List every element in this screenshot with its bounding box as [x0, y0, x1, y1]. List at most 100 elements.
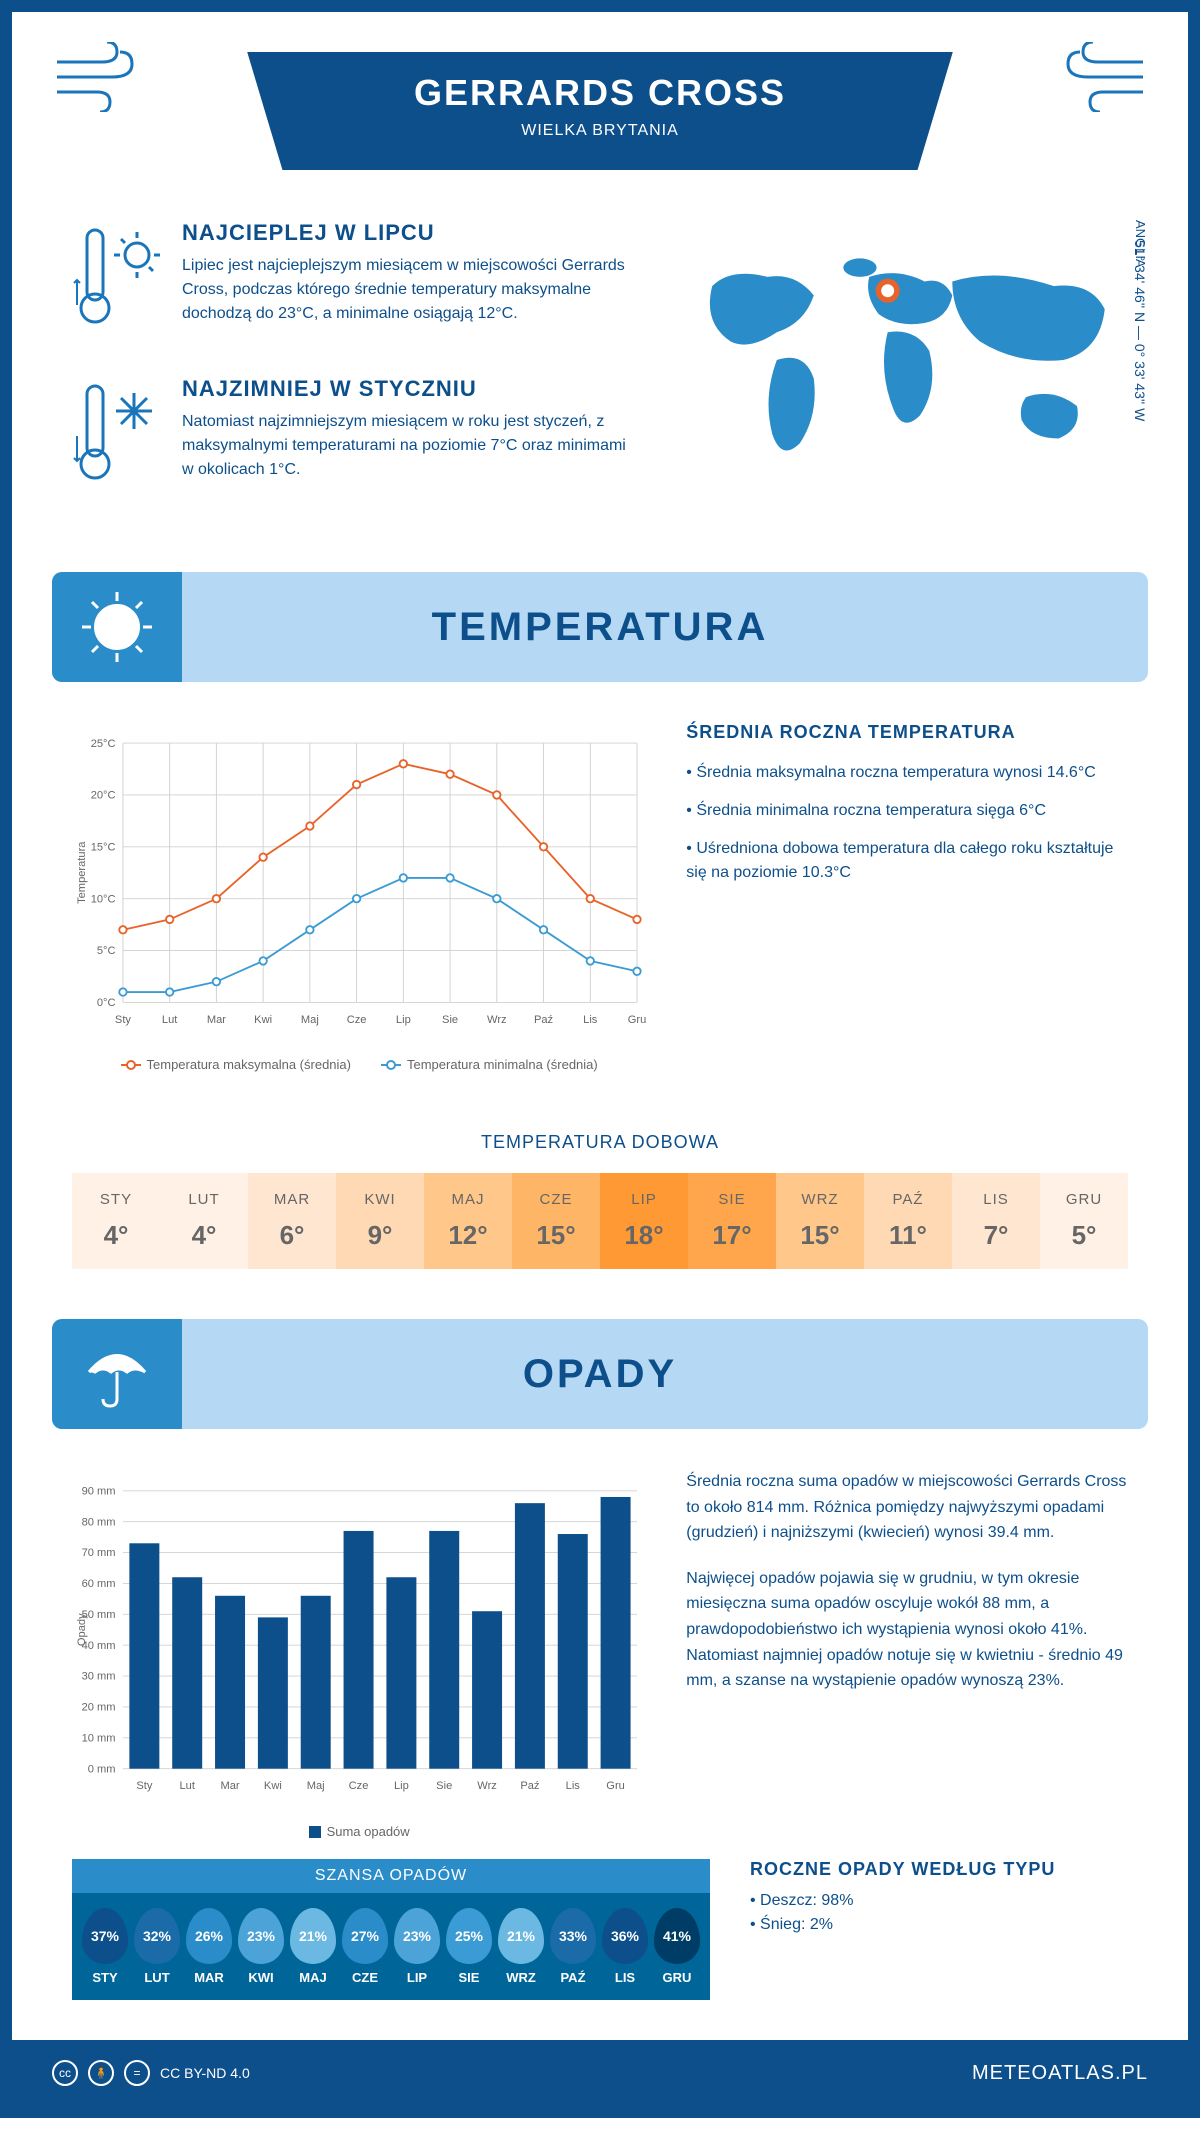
- warmest-text: Lipiec jest najcieplejszym miesiącem w m…: [182, 254, 626, 326]
- daily-cell: STY4°: [72, 1173, 160, 1269]
- umbrella-icon: [52, 1319, 182, 1429]
- daily-temp-title: TEMPERATURA DOBOWA: [12, 1132, 1188, 1153]
- daily-cell: CZE15°: [512, 1173, 600, 1269]
- header: GERRARDS CROSS WIELKA BRYTANIA: [12, 12, 1188, 200]
- svg-text:Opady: Opady: [76, 1613, 88, 1646]
- precipitation-info: Średnia roczna suma opadów w miejscowośc…: [686, 1469, 1128, 1839]
- svg-text:25°C: 25°C: [91, 738, 116, 750]
- svg-text:Sie: Sie: [442, 1014, 458, 1026]
- svg-text:Maj: Maj: [301, 1014, 319, 1026]
- by-icon: 🧍: [88, 2060, 114, 2086]
- chance-drop: 33%PAŹ: [550, 1908, 596, 1985]
- svg-text:Sty: Sty: [115, 1014, 131, 1026]
- coldest-text: Natomiast najzimniejszym miesiącem w rok…: [182, 410, 626, 482]
- daily-cell: PAŹ11°: [864, 1173, 952, 1269]
- coldest-title: NAJZIMNIEJ W STYCZNIU: [182, 376, 626, 402]
- svg-text:Wrz: Wrz: [477, 1780, 497, 1792]
- svg-text:Lip: Lip: [394, 1780, 409, 1792]
- license-text: CC BY-ND 4.0: [160, 2065, 250, 2081]
- chance-drop: 21%WRZ: [498, 1908, 544, 1985]
- svg-text:Lip: Lip: [396, 1014, 411, 1026]
- chance-drop: 27%CZE: [342, 1908, 388, 1985]
- svg-text:Temperatura: Temperatura: [76, 841, 88, 904]
- svg-text:Lut: Lut: [162, 1014, 177, 1026]
- svg-text:Gru: Gru: [628, 1014, 647, 1026]
- svg-text:20 mm: 20 mm: [82, 1702, 116, 1714]
- svg-text:Mar: Mar: [207, 1014, 226, 1026]
- daily-cell: GRU5°: [1040, 1173, 1128, 1269]
- svg-text:15°C: 15°C: [91, 842, 116, 854]
- coldest-block: NAJZIMNIEJ W STYCZNIU Natomiast najzimni…: [72, 376, 626, 502]
- precip-text-1: Średnia roczna suma opadów w miejscowośc…: [686, 1469, 1128, 1546]
- daily-temp-grid: STY4°LUT4°MAR6°KWI9°MAJ12°CZE15°LIP18°SI…: [72, 1173, 1128, 1269]
- wind-icon: [52, 42, 142, 128]
- daily-cell: LUT4°: [160, 1173, 248, 1269]
- thermometer-sun-icon: [72, 220, 162, 346]
- nd-icon: =: [124, 2060, 150, 2086]
- svg-text:5°C: 5°C: [97, 945, 116, 957]
- daily-cell: LIP18°: [600, 1173, 688, 1269]
- svg-text:Maj: Maj: [307, 1780, 325, 1792]
- daily-cell: MAJ12°: [424, 1173, 512, 1269]
- svg-text:80 mm: 80 mm: [82, 1516, 116, 1528]
- page-subtitle: WIELKA BRYTANIA: [327, 122, 873, 140]
- temp-bullet: • Średnia maksymalna roczna temperatura …: [686, 761, 1128, 785]
- svg-text:Sie: Sie: [436, 1780, 452, 1792]
- chance-title: SZANSA OPADÓW: [72, 1859, 710, 1893]
- precipitation-title: OPADY: [523, 1352, 677, 1397]
- chance-drop: 23%KWI: [238, 1908, 284, 1985]
- daily-cell: LIS7°: [952, 1173, 1040, 1269]
- svg-text:Lis: Lis: [583, 1014, 598, 1026]
- chance-drop: 23%LIP: [394, 1908, 440, 1985]
- svg-text:Lut: Lut: [179, 1780, 194, 1792]
- chance-drop: 26%MAR: [186, 1908, 232, 1985]
- thermometer-snow-icon: [72, 376, 162, 502]
- svg-text:Kwi: Kwi: [254, 1014, 272, 1026]
- site-name: METEOATLAS.PL: [972, 2062, 1148, 2085]
- svg-text:Paź: Paź: [534, 1014, 553, 1026]
- svg-text:Mar: Mar: [220, 1780, 239, 1792]
- daily-cell: KWI9°: [336, 1173, 424, 1269]
- chance-drop: 25%SIE: [446, 1908, 492, 1985]
- svg-text:10 mm: 10 mm: [82, 1733, 116, 1745]
- svg-text:60 mm: 60 mm: [82, 1578, 116, 1590]
- temperature-section-header: TEMPERATURA: [52, 572, 1148, 682]
- warmest-title: NAJCIEPLEJ W LIPCU: [182, 220, 626, 246]
- precipitation-chance: SZANSA OPADÓW 37%STY32%LUT26%MAR23%KWI 21…: [72, 1859, 710, 2000]
- temperature-title: TEMPERATURA: [432, 605, 769, 650]
- chance-drop: 37%STY: [82, 1908, 128, 1985]
- svg-text:Lis: Lis: [566, 1780, 581, 1792]
- temp-bullet: • Uśredniona dobowa temperatura dla całe…: [686, 837, 1128, 885]
- daily-cell: SIE17°: [688, 1173, 776, 1269]
- svg-text:Paź: Paź: [520, 1780, 539, 1792]
- daily-cell: WRZ15°: [776, 1173, 864, 1269]
- svg-text:20°C: 20°C: [91, 790, 116, 802]
- precipitation-section-header: OPADY: [52, 1319, 1148, 1429]
- chance-drop: 36%LIS: [602, 1908, 648, 1985]
- temp-bullet: • Średnia minimalna roczna temperatura s…: [686, 799, 1128, 823]
- svg-text:Sty: Sty: [136, 1780, 152, 1792]
- warmest-block: NAJCIEPLEJ W LIPCU Lipiec jest najcieple…: [72, 220, 626, 346]
- wind-icon: [1058, 42, 1148, 128]
- chance-drop: 32%LUT: [134, 1908, 180, 1985]
- temperature-info: ŚREDNIA ROCZNA TEMPERATURA • Średnia mak…: [686, 722, 1128, 1072]
- svg-text:0°C: 0°C: [97, 997, 116, 1009]
- footer: cc 🧍 = CC BY-ND 4.0 METEOATLAS.PL: [12, 2040, 1188, 2106]
- temperature-chart: 0°C 5°C 10°C 15°C 20°C 25°C Sty Lut Mar Kwi Maj Cze…: [72, 722, 646, 1072]
- precip-snow: • Śnieg: 2%: [750, 1916, 1128, 1934]
- temp-info-title: ŚREDNIA ROCZNA TEMPERATURA: [686, 722, 1128, 743]
- world-map: ANGLIA 51° 34' 46'' N — 0° 33' 43'' W: [666, 220, 1128, 532]
- svg-text:10°C: 10°C: [91, 893, 116, 905]
- svg-text:30 mm: 30 mm: [82, 1671, 116, 1683]
- svg-text:Cze: Cze: [347, 1014, 367, 1026]
- legend-min: Temperatura minimalna (średnia): [407, 1057, 598, 1072]
- cc-icon: cc: [52, 2060, 78, 2086]
- page-title: GERRARDS CROSS: [327, 72, 873, 114]
- precip-legend: Suma opadów: [327, 1824, 410, 1839]
- precip-type-title: ROCZNE OPADY WEDŁUG TYPU: [750, 1859, 1128, 1880]
- precip-text-2: Najwięcej opadów pojawia się w grudniu, …: [686, 1566, 1128, 1694]
- header-banner: GERRARDS CROSS WIELKA BRYTANIA: [247, 52, 953, 170]
- svg-text:90 mm: 90 mm: [82, 1486, 116, 1498]
- precipitation-type: ROCZNE OPADY WEDŁUG TYPU • Deszcz: 98% •…: [750, 1859, 1128, 2000]
- daily-cell: MAR6°: [248, 1173, 336, 1269]
